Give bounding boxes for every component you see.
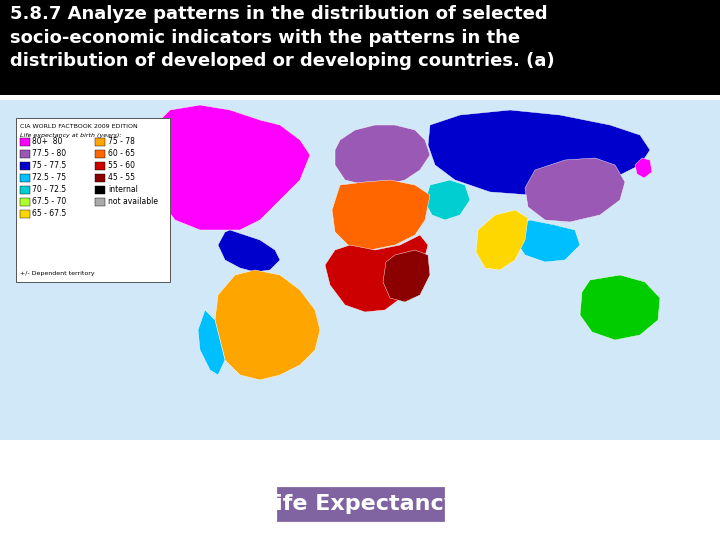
FancyBboxPatch shape (20, 138, 30, 146)
Polygon shape (218, 230, 280, 272)
Text: +/- Dependent territory: +/- Dependent territory (20, 271, 94, 276)
Polygon shape (383, 250, 430, 302)
Text: 72.5 - 75: 72.5 - 75 (32, 173, 66, 183)
FancyBboxPatch shape (0, 0, 720, 95)
Text: 45 - 55: 45 - 55 (108, 173, 135, 183)
Polygon shape (515, 220, 580, 262)
Polygon shape (155, 105, 310, 230)
FancyBboxPatch shape (20, 162, 30, 170)
Polygon shape (580, 275, 660, 340)
Polygon shape (476, 210, 528, 270)
FancyBboxPatch shape (20, 198, 30, 206)
FancyBboxPatch shape (95, 138, 105, 146)
FancyBboxPatch shape (95, 198, 105, 206)
Polygon shape (325, 235, 428, 312)
FancyBboxPatch shape (16, 118, 170, 282)
FancyBboxPatch shape (95, 174, 105, 182)
FancyBboxPatch shape (277, 488, 443, 520)
Text: CIA WORLD FACTBOOK 2009 EDITION: CIA WORLD FACTBOOK 2009 EDITION (20, 124, 138, 129)
FancyBboxPatch shape (95, 186, 105, 194)
Text: Life Expectancy: Life Expectancy (261, 494, 459, 514)
Polygon shape (335, 125, 430, 185)
FancyBboxPatch shape (20, 210, 30, 218)
Polygon shape (525, 158, 625, 222)
Text: 77.5 - 80: 77.5 - 80 (32, 150, 66, 159)
Text: 70 - 72.5: 70 - 72.5 (32, 186, 66, 194)
FancyBboxPatch shape (0, 100, 720, 440)
Text: 55 - 60: 55 - 60 (108, 161, 135, 171)
FancyBboxPatch shape (95, 150, 105, 158)
FancyBboxPatch shape (20, 186, 30, 194)
Text: Life expectancy at birth (years):: Life expectancy at birth (years): (20, 133, 122, 138)
Text: 67.5 - 70: 67.5 - 70 (32, 198, 66, 206)
Polygon shape (425, 180, 470, 220)
Polygon shape (332, 180, 430, 250)
Text: 75 - 77.5: 75 - 77.5 (32, 161, 66, 171)
Text: 5.8.7 Analyze patterns in the distribution of selected
socio-economic indicators: 5.8.7 Analyze patterns in the distributi… (10, 5, 554, 70)
FancyBboxPatch shape (20, 150, 30, 158)
FancyBboxPatch shape (95, 162, 105, 170)
Text: internal: internal (108, 186, 138, 194)
Text: not available: not available (108, 198, 158, 206)
Polygon shape (428, 110, 650, 195)
Polygon shape (215, 270, 320, 380)
Text: 60 - 65: 60 - 65 (108, 150, 135, 159)
Text: 65 - 67.5: 65 - 67.5 (32, 210, 66, 219)
Polygon shape (635, 158, 652, 178)
Text: 75 - 78: 75 - 78 (108, 138, 135, 146)
Text: 80+  80: 80+ 80 (32, 138, 63, 146)
Polygon shape (198, 310, 225, 375)
FancyBboxPatch shape (20, 174, 30, 182)
